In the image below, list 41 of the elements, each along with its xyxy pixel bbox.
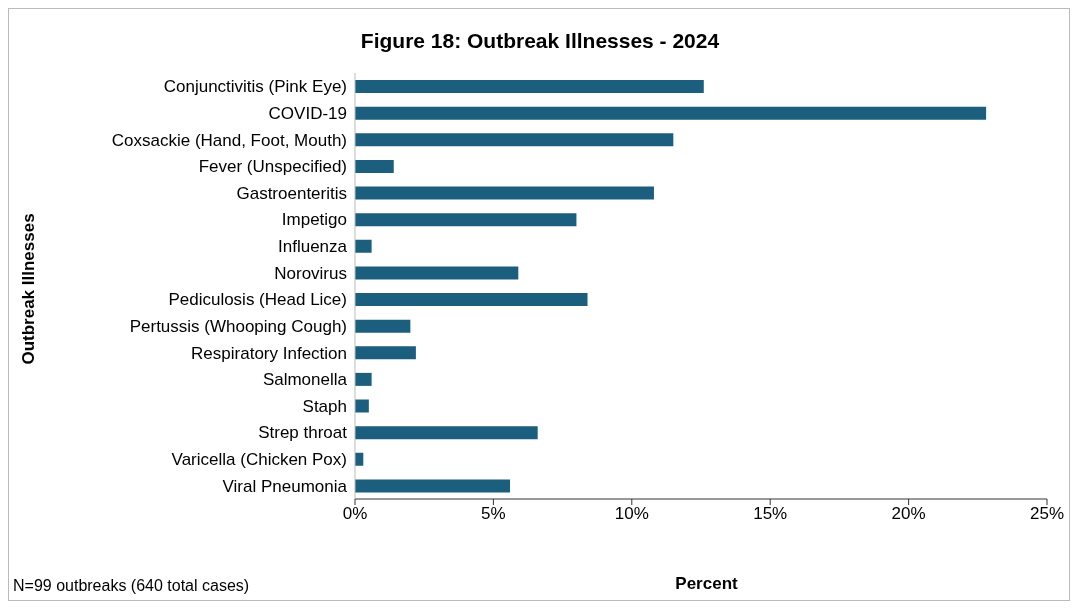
bar [355, 266, 519, 280]
y-tick-label: Pertussis (Whooping Cough) [129, 316, 347, 336]
bar [355, 479, 511, 493]
y-tick-label: Strep throat [258, 423, 348, 443]
x-tick-label: 5% [481, 504, 506, 524]
y-tick-label: Varicella (Chicken Pox) [171, 450, 347, 470]
y-tick-label: Norovirus [274, 263, 347, 283]
x-tick-label: 10% [614, 504, 649, 524]
bar [355, 133, 674, 147]
bar [355, 80, 704, 93]
bar [355, 213, 577, 227]
bar [355, 159, 394, 173]
x-axis-title: Percent [674, 574, 739, 594]
bar [355, 426, 538, 440]
x-tick-label: 20% [891, 504, 926, 524]
bar [355, 106, 987, 120]
bar [355, 186, 654, 200]
bar [355, 293, 588, 306]
x-tick-label: 25% [1029, 504, 1065, 524]
y-tick-label: Influenza [278, 237, 348, 257]
x-tick-label: 0% [342, 504, 368, 524]
y-tick-label: COVID-19 [268, 103, 347, 123]
bar [355, 319, 411, 333]
y-tick-label: Salmonella [262, 370, 348, 390]
y-tick-label: Staph [302, 396, 347, 416]
bar [355, 399, 369, 413]
y-tick-label: Gastroenteritis [236, 183, 347, 203]
bar [355, 346, 416, 360]
y-tick-label: Viral Pneumonia [222, 476, 348, 496]
x-tick-label: 15% [753, 504, 788, 524]
y-tick-label: Impetigo [281, 210, 347, 230]
bar [355, 239, 372, 253]
y-tick-label: Conjunctivitis (Pink Eye) [163, 77, 347, 97]
y-tick-label: Pediculosis (Head Lice) [168, 290, 347, 310]
y-tick-label: Respiratory Infection [191, 343, 347, 363]
chart-title: Figure 18: Outbreak Illnesses - 2024 [359, 29, 721, 53]
y-axis-title: Outbreak Illnesses [19, 213, 39, 365]
y-tick-label: Coxsackie (Hand, Foot, Mouth) [111, 130, 347, 150]
text: N=99 outbreaks (640 total cases) [13, 577, 250, 595]
bar [355, 372, 372, 386]
y-tick-label: Fever (Unspecified) [198, 157, 347, 177]
